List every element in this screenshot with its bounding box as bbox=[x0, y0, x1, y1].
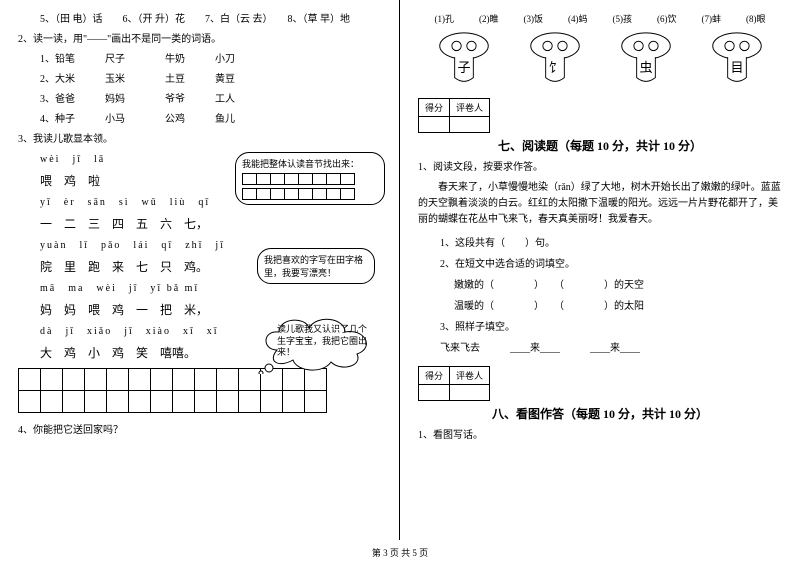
mush-label-1: 子 bbox=[457, 60, 470, 75]
score-label: 得分 bbox=[419, 99, 450, 117]
thought-cloud: 读儿歌我又认识了几个生字宝宝，我把它圈出来！ bbox=[257, 310, 377, 378]
opt-4: (4)蚂 bbox=[568, 12, 588, 25]
left-column: 5、（田 电）话 6、（开 升）花 7、白（云 去） 8、（草 早）地 2、读一… bbox=[0, 0, 400, 540]
score-table-8: 得分评卷人 bbox=[418, 366, 490, 401]
opt-6: (6)饮 bbox=[657, 12, 677, 25]
grader-label: 评卷人 bbox=[450, 99, 490, 117]
bubble2-text: 我把喜欢的字写在田字格里，我要写漂亮！ bbox=[264, 255, 363, 278]
q4: 4、你能把它送回家吗？ bbox=[18, 423, 381, 438]
right-column: (1)孔 (2)睢 (3)饭 (4)蚂 (5)孩 (6)饮 (7)蚌 (8)眼 … bbox=[400, 0, 800, 540]
mushroom-icon: 饣 bbox=[527, 31, 583, 87]
option-row: (1)孔 (2)睢 (3)饭 (4)蚂 (5)孩 (6)饮 (7)蚌 (8)眼 bbox=[418, 12, 782, 25]
speech-bubble-1: 我能把整体认读音节找出来： bbox=[235, 152, 385, 205]
r-sub1: 1、这段共有（ ）句。 bbox=[418, 236, 782, 251]
score-label: 得分 bbox=[419, 367, 450, 385]
hanzi-2: 一 二 三 四 五 六 七， bbox=[18, 215, 381, 233]
page: 5、（田 电）话 6、（开 升）花 7、白（云 去） 8、（草 早）地 2、读一… bbox=[0, 0, 800, 540]
r-sub3: 3、照样子填空。 bbox=[418, 320, 782, 335]
mushroom-icon: 子 bbox=[436, 31, 492, 87]
section-8-title: 八、看图作答（每题 10 分，共计 10 分） bbox=[418, 405, 782, 422]
mushroom-2: 饣 bbox=[527, 31, 583, 90]
speech-bubble-2: 我把喜欢的字写在田字格里，我要写漂亮！ bbox=[257, 248, 375, 284]
r-q1: 1、阅读文段，按要求作答。 bbox=[418, 160, 782, 175]
row-3: 3、爸爸 妈妈 爷爷 工人 bbox=[18, 92, 381, 107]
r-q2: 1、看图写话。 bbox=[418, 428, 782, 443]
opt-1: (1)孔 bbox=[435, 12, 455, 25]
opt-8: (8)眼 bbox=[746, 12, 766, 25]
row-1: 1、铅笔 尺子 牛奶 小刀 bbox=[18, 52, 381, 67]
pinyin-grid-1[interactable] bbox=[242, 173, 355, 185]
bubble3-text: 读儿歌我又认识了几个生字宝宝，我把它圈出来！ bbox=[277, 324, 367, 359]
mushroom-icon: 虫 bbox=[618, 31, 674, 87]
mush-label-3: 虫 bbox=[639, 60, 652, 75]
q1-items: 5、（田 电）话 6、（开 升）花 7、白（云 去） 8、（草 早）地 bbox=[18, 12, 381, 27]
mushroom-4: 目 bbox=[709, 31, 765, 90]
mush-label-2: 饣 bbox=[548, 60, 561, 75]
mushroom-1: 子 bbox=[436, 31, 492, 90]
bubble1-text: 我能把整体认读音节找出来： bbox=[242, 157, 378, 170]
q3: 3、我读儿歌显本领。 bbox=[18, 132, 381, 147]
mushroom-icon: 目 bbox=[709, 31, 765, 87]
score-table-7: 得分评卷人 bbox=[418, 98, 490, 133]
fill-2: 温暖的（ ） （ ）的太阳 bbox=[418, 299, 782, 314]
opt-7: (7)蚌 bbox=[702, 12, 722, 25]
row-4: 4、种子 小马 公鸡 鱼儿 bbox=[18, 112, 381, 127]
opt-2: (2)睢 bbox=[479, 12, 499, 25]
mush-label-4: 目 bbox=[730, 60, 743, 75]
passage: 春天来了，小草慢慢地染（rǎn）绿了大地，树木开始长出了嫩嫩的绿叶。蓝蓝的天空飘… bbox=[418, 180, 782, 228]
q2: 2、读一读，用"——"画出不是同一类的词语。 bbox=[18, 32, 381, 47]
mushroom-row: 子 饣 虫 bbox=[418, 31, 782, 90]
page-footer: 第 3 页 共 5 页 bbox=[0, 546, 800, 559]
grader-label: 评卷人 bbox=[450, 367, 490, 385]
section-7-title: 七、阅读题（每题 10 分，共计 10 分） bbox=[418, 137, 782, 154]
fly-line: 飞来飞去 ____来____ ____来____ bbox=[418, 341, 782, 356]
mushroom-3: 虫 bbox=[618, 31, 674, 90]
r-sub2: 2、在短文中选合适的词填空。 bbox=[418, 257, 782, 272]
row-2: 2、大米 玉米 土豆 黄豆 bbox=[18, 72, 381, 87]
opt-5: (5)孩 bbox=[613, 12, 633, 25]
opt-3: (3)饭 bbox=[524, 12, 544, 25]
pinyin-grid-2[interactable] bbox=[242, 188, 355, 200]
fill-1: 嫩嫩的（ ） （ ）的天空 bbox=[418, 278, 782, 293]
